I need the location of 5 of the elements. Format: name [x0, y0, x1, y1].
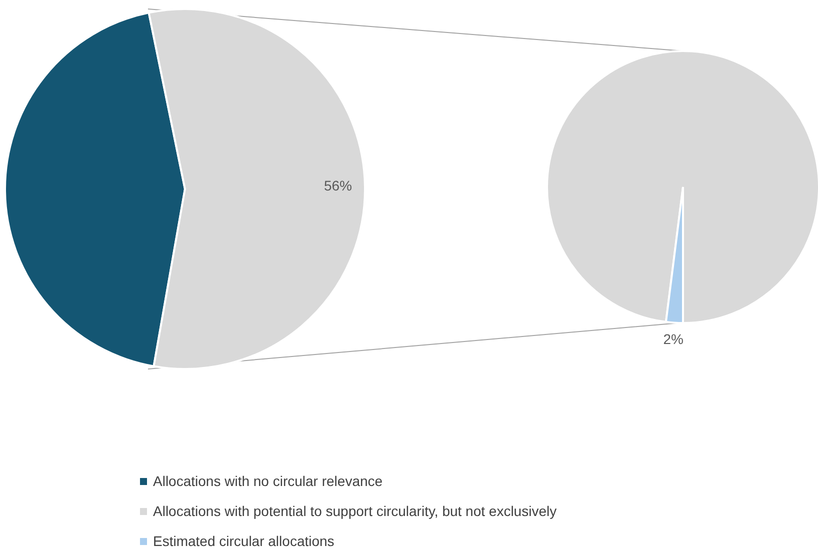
legend-label: Estimated circular allocations: [153, 533, 334, 549]
data-label: 2%: [663, 331, 684, 348]
legend-label: Allocations with no circular relevance: [153, 473, 383, 489]
legend-label: Allocations with potential to support circularity, but not exclusively: [153, 503, 557, 519]
data-label: 56%: [324, 178, 352, 194]
